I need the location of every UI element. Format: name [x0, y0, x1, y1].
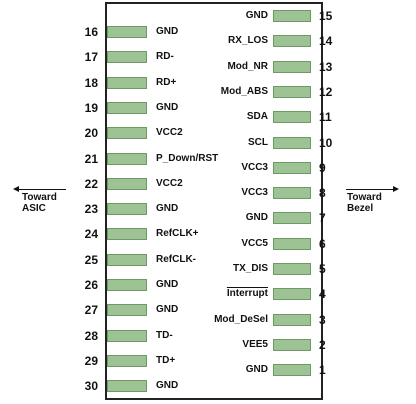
- pin-label-10: SCL: [248, 137, 268, 148]
- pin-pad-28: [107, 330, 147, 342]
- pin-label-17: RD-: [156, 51, 174, 62]
- pin-number-23: 23: [84, 202, 98, 216]
- pin-pad-5: [273, 263, 311, 275]
- pin-number-6: 6: [319, 237, 326, 251]
- pin-number-8: 8: [319, 186, 326, 200]
- pin-number-14: 14: [319, 34, 333, 48]
- pin-pad-27: [107, 304, 147, 316]
- arrowhead-left-icon: [13, 186, 19, 192]
- pin-pad-17: [107, 51, 147, 63]
- pin-pad-26: [107, 279, 147, 291]
- pin-label-15: GND: [245, 10, 268, 21]
- pin-label-7: GND: [245, 212, 268, 223]
- pin-pad-9: [273, 162, 311, 174]
- arrowhead-right-icon: [393, 186, 399, 192]
- pin-number-20: 20: [84, 126, 98, 140]
- toward-bezel-arrow: [346, 186, 399, 192]
- pin-label-4: Interrupt: [226, 288, 268, 299]
- pin-pad-21: [107, 153, 147, 165]
- pin-pad-4: [273, 288, 311, 300]
- pin-label-20: VCC2: [156, 127, 183, 138]
- toward-bezel-line1: Toward: [347, 192, 382, 203]
- pin-label-13: Mod_NR: [227, 61, 268, 72]
- pin-number-16: 16: [84, 25, 98, 39]
- pin-pad-23: [107, 203, 147, 215]
- pin-pad-12: [273, 86, 311, 98]
- pin-label-16: GND: [156, 26, 179, 37]
- pin-label-25: RefCLK-: [156, 254, 196, 265]
- pin-number-3: 3: [319, 313, 326, 327]
- pin-pad-15: [273, 10, 311, 22]
- toward-bezel-line2: Bezel: [347, 203, 374, 214]
- pin-pad-7: [273, 212, 311, 224]
- pin-number-7: 7: [319, 211, 326, 225]
- pin-number-5: 5: [319, 262, 326, 276]
- pin-pad-3: [273, 314, 311, 326]
- pin-label-3: Mod_DeSel: [214, 314, 268, 325]
- pin-number-21: 21: [84, 152, 98, 166]
- pin-number-11: 11: [319, 110, 332, 124]
- pin-number-18: 18: [84, 76, 98, 90]
- toward-asic-arrow: [13, 186, 66, 192]
- pin-pad-13: [273, 61, 311, 73]
- pin-pad-14: [273, 35, 311, 47]
- pin-number-24: 24: [84, 227, 98, 241]
- pin-number-17: 17: [84, 50, 98, 64]
- pin-pad-11: [273, 111, 311, 123]
- pin-pad-19: [107, 102, 147, 114]
- pin-number-13: 13: [319, 60, 333, 74]
- pin-number-22: 22: [84, 177, 98, 191]
- pin-label-28: TD-: [156, 330, 173, 341]
- pin-number-9: 9: [319, 161, 326, 175]
- pin-pad-6: [273, 238, 311, 250]
- pin-number-1: 1: [319, 363, 326, 377]
- pin-number-28: 28: [84, 329, 98, 343]
- pin-label-22: VCC2: [156, 178, 183, 189]
- pin-label-26: GND: [156, 279, 179, 290]
- pin-label-19: GND: [156, 102, 179, 113]
- pin-label-8: VCC3: [241, 187, 268, 198]
- pin-pad-2: [273, 339, 311, 351]
- pin-pad-30: [107, 380, 147, 392]
- pin-pad-20: [107, 127, 147, 139]
- pin-label-23: GND: [156, 203, 179, 214]
- pin-label-30: GND: [156, 380, 179, 391]
- pin-number-26: 26: [84, 278, 98, 292]
- pin-pad-22: [107, 178, 147, 190]
- pin-pad-1: [273, 364, 311, 376]
- pin-number-30: 30: [84, 379, 98, 393]
- pin-label-14: RX_LOS: [227, 35, 268, 46]
- pin-number-29: 29: [84, 354, 98, 368]
- pin-number-19: 19: [84, 101, 98, 115]
- pin-label-11: SDA: [246, 111, 268, 122]
- toward-asic-line2: ASIC: [22, 203, 46, 214]
- pin-pad-8: [273, 187, 311, 199]
- pin-number-15: 15: [319, 9, 333, 23]
- pin-pad-18: [107, 77, 147, 89]
- pin-label-1: GND: [245, 364, 268, 375]
- pin-label-5: TX_DIS: [232, 263, 268, 274]
- pin-number-27: 27: [84, 303, 98, 317]
- pin-number-4: 4: [319, 287, 326, 301]
- pin-number-25: 25: [84, 253, 98, 267]
- pin-label-21: P_Down/RST: [156, 153, 219, 164]
- pin-label-9: VCC3: [241, 162, 268, 173]
- pin-pad-16: [107, 26, 147, 38]
- pin-number-10: 10: [319, 136, 333, 150]
- pin-label-18: RD+: [156, 77, 177, 88]
- pin-label-2: VEE5: [242, 339, 268, 350]
- pin-pad-10: [273, 137, 311, 149]
- pin-label-24: RefCLK+: [156, 228, 199, 239]
- pin-number-2: 2: [319, 338, 326, 352]
- pin-pad-24: [107, 228, 147, 240]
- pin-label-12: Mod_ABS: [220, 86, 268, 97]
- pin-pad-25: [107, 254, 147, 266]
- toward-asic-line1: Toward: [22, 192, 57, 203]
- pin-label-27: GND: [156, 304, 179, 315]
- pin-number-12: 12: [319, 85, 333, 99]
- pin-label-29: TD+: [156, 355, 176, 366]
- pin-pad-29: [107, 355, 147, 367]
- pin-label-6: VCC5: [241, 238, 268, 249]
